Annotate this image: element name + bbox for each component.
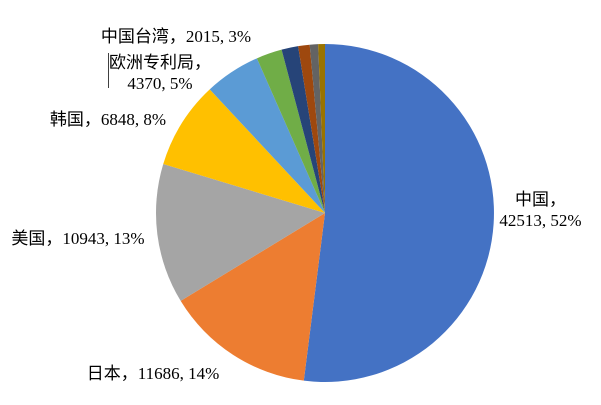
pie-slice-unlabeled-8 [309,44,325,213]
data-label-japan: 日本，11686, 14% [86,364,220,383]
pie-slice-日本 [180,213,325,381]
pie-slice-韩国 [163,89,325,213]
data-label-china: 中国， 42513, 52% [499,190,582,230]
label-leader-line [108,53,109,88]
pie-slice-欧洲专利局 [209,58,325,213]
data-label-epo: 欧洲专利局， 4370, 5% [109,53,211,93]
data-label-usa: 美国，10943, 13% [11,229,145,248]
pie-slice-unlabeled-9 [318,44,325,213]
pie-slice-unlabeled-7 [298,44,325,213]
pie-slice-unlabeled-6 [281,46,325,214]
pie-slice-中国台湾 [256,49,325,213]
data-label-taiwan: 中国台湾，2015, 3% [100,27,252,46]
pie-slice-中国 [303,44,494,382]
data-label-korea: 韩国，6848, 8% [49,110,167,129]
pie-slice-美国 [155,164,325,301]
